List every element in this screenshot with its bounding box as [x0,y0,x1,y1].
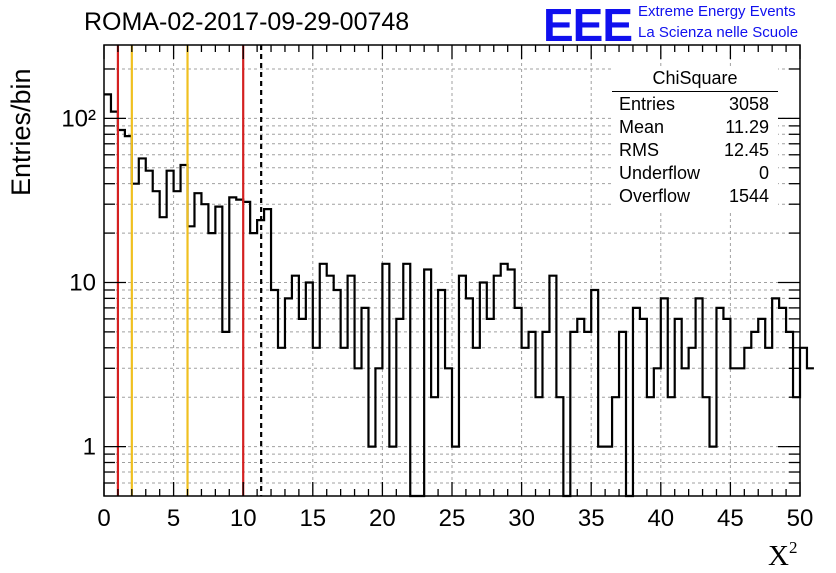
chart-title: ROMA-02-2017-09-29-00748 [84,8,410,36]
logo-line-2: La Scienza nelle Scuole [638,24,799,41]
x-tick-label: 45 [717,505,744,532]
x-tick-label: 20 [369,505,396,532]
stats-value: 3058 [728,94,769,114]
stats-row-underflow: Underflow 0 [619,163,769,186]
x-tick-label: 40 [647,505,674,532]
x-tick-label: 15 [299,505,326,532]
stats-value: 11.29 [725,117,769,137]
stats-label: Overflow [619,186,691,206]
y-tick-label: 1 [83,434,96,461]
stats-divider [612,91,778,92]
x-tick-label: 5 [167,505,180,532]
eee-logo: EEE [543,0,633,51]
stats-box: ChiSquare Entries 3058 Mean 11.29 RMS 12… [612,66,778,212]
stats-title: ChiSquare [652,68,738,88]
stats-row-mean: Mean 11.29 [619,117,769,140]
stats-value: 12.45 [723,140,769,160]
logo-line-1: Extreme Energy Events [638,3,796,20]
stats-row-entries: Entries 3058 [619,94,769,117]
x-tick-label: 10 [230,505,257,532]
stats-label: Mean [619,117,665,137]
stats-label: Underflow [619,163,701,183]
x-axis-label: X2 [768,538,798,572]
y-axis-label: Entries/bin [6,68,36,196]
stats-label: Entries [619,94,676,114]
x-tick-label: 25 [439,505,466,532]
x-tick-label: 35 [578,505,605,532]
stats-value: 0 [758,163,769,183]
x-tick-label: 0 [97,505,110,532]
x-tick-label: 50 [787,505,814,532]
x-tick-label: 30 [508,505,535,532]
stats-row-overflow: Overflow 1544 [619,186,769,209]
stats-label: RMS [619,140,659,160]
stats-value: 1544 [728,186,769,206]
stats-row-rms: RMS 12.45 [619,140,769,163]
y-tick-label: 10 [69,269,96,296]
y-tick-label: 10² [61,105,96,132]
histogram-outline [104,93,814,498]
